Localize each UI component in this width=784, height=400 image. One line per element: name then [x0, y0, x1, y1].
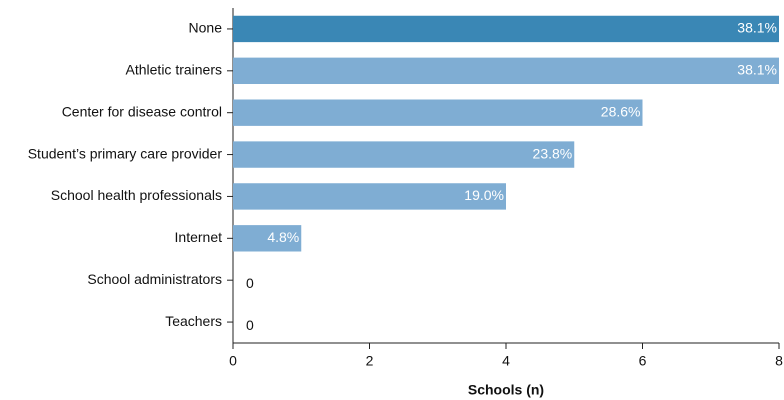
- value-label: 0: [246, 275, 254, 291]
- x-tick-label: 4: [502, 353, 510, 369]
- bar: [233, 58, 779, 84]
- value-label: 38.1%: [737, 62, 777, 78]
- value-label: 4.8%: [267, 229, 299, 245]
- y-tick-label: Internet: [175, 229, 223, 245]
- value-label: 0: [246, 317, 254, 333]
- bar: [233, 141, 574, 167]
- x-tick-label: 6: [639, 353, 647, 369]
- value-label: 38.1%: [737, 20, 777, 36]
- x-axis-title: Schools (n): [468, 382, 544, 398]
- x-tick-label: 2: [366, 353, 374, 369]
- y-tick-label: Teachers: [165, 313, 222, 329]
- bar: [233, 16, 779, 42]
- y-tick-label: Student’s primary care provider: [28, 145, 223, 161]
- x-tick-label: 8: [775, 353, 783, 369]
- value-label: 23.8%: [533, 145, 573, 161]
- y-tick-label: Athletic trainers: [126, 62, 222, 78]
- value-label: 28.6%: [601, 103, 641, 119]
- value-label: 19.0%: [464, 187, 504, 203]
- x-tick-label: 0: [229, 353, 237, 369]
- y-tick-label: Center for disease control: [62, 103, 222, 119]
- y-tick-label: School health professionals: [51, 187, 222, 203]
- bar: [233, 99, 643, 125]
- y-tick-label: School administrators: [87, 271, 222, 287]
- y-tick-label: None: [189, 20, 223, 36]
